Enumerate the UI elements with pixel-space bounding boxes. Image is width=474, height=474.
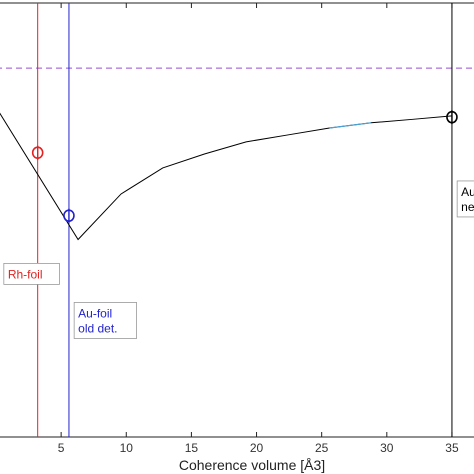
x-tick-label-1: 5 bbox=[58, 441, 65, 455]
plot-frame bbox=[0, 2, 474, 438]
annotation-box-0 bbox=[3, 262, 60, 285]
x-tick-label-3: 15 bbox=[185, 441, 199, 455]
x-tick-label-2: 10 bbox=[120, 441, 134, 455]
annotation-text-1-0: Au-foil bbox=[78, 306, 112, 320]
series-line-0 bbox=[0, 112, 452, 241]
annotation-text-2-1: new det. bbox=[461, 200, 474, 214]
annotation-text-1-1: old det. bbox=[78, 321, 117, 335]
x-tick-label-7: 35 bbox=[445, 441, 459, 455]
x-axis-label: Coherence volume [Å3] bbox=[179, 457, 325, 473]
annotation-box-2 bbox=[456, 180, 474, 218]
x-tick-label-5: 25 bbox=[315, 441, 329, 455]
annotation-text-2-0: Au-foil bbox=[461, 185, 474, 199]
annotation-box-1 bbox=[73, 302, 137, 339]
series-highlight-segment bbox=[329, 122, 372, 129]
annotation-text-0-0: Rh-foil bbox=[8, 267, 43, 281]
x-tick-label-6: 30 bbox=[380, 441, 394, 455]
x-tick-label-4: 20 bbox=[250, 441, 264, 455]
